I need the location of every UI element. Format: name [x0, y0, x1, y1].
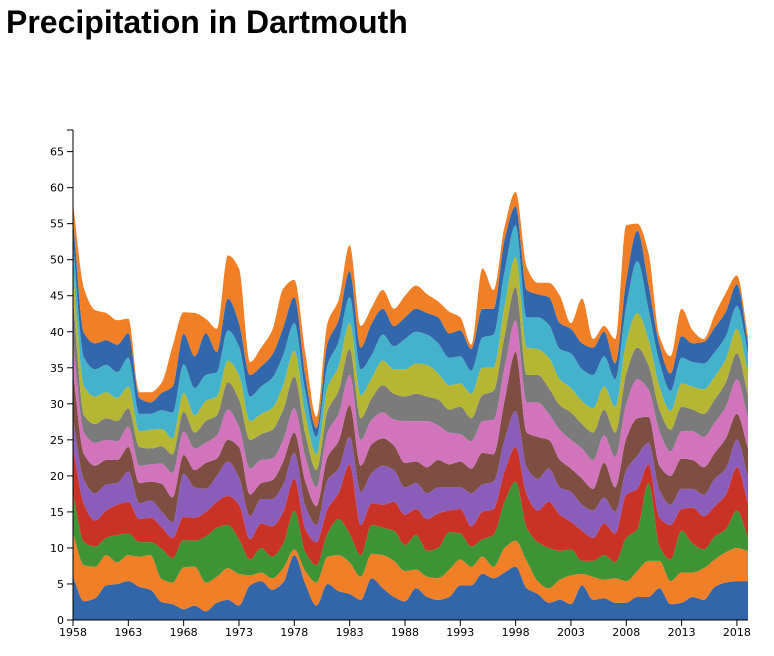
area-layer-12 [73, 191, 748, 429]
x-tick-label: 2008 [612, 626, 640, 639]
chart-title: Precipitation in Dartmouth [6, 4, 408, 40]
y-tick-label: 0 [57, 614, 64, 627]
area-layer-3 [73, 481, 748, 589]
area-layer-11 [73, 206, 748, 437]
y-tick-label: 20 [50, 470, 64, 483]
x-tick-label: 1963 [114, 626, 142, 639]
x-tick-label: 2018 [723, 626, 751, 639]
x-tick-label: 2013 [668, 626, 696, 639]
y-tick-label: 5 [57, 578, 64, 591]
area-layer-2 [73, 533, 748, 612]
y-tick-label: 10 [50, 542, 64, 555]
area-layer-8 [73, 287, 748, 488]
x-tick-label: 2003 [557, 626, 585, 639]
x-tick-label: 1978 [280, 626, 308, 639]
y-tick-label: 55 [50, 218, 64, 231]
x-tick-label: 1988 [391, 626, 419, 639]
area-layer-7 [73, 320, 748, 507]
x-tick-label: 1983 [336, 626, 364, 639]
y-tick-label: 15 [50, 506, 64, 519]
y-tick-label: 25 [50, 434, 64, 447]
x-tick-label: 1998 [502, 626, 530, 639]
area-layer-10 [73, 225, 748, 455]
x-axis: 1958 1963 1968 1973 1978 1983 1988 1993 1998 2003… [59, 619, 751, 639]
area-layer-1 [73, 555, 748, 620]
x-tick-label: 1958 [59, 626, 87, 639]
y-tick-label: 65 [50, 146, 64, 159]
y-tick-label: 60 [50, 182, 64, 195]
area-layer-9 [73, 256, 748, 471]
stacked-area-layers [73, 191, 748, 620]
y-tick-label: 30 [50, 398, 64, 411]
y-tick-label: 35 [50, 362, 64, 375]
y-tick-label: 40 [50, 326, 64, 339]
area-layer-4 [73, 447, 748, 566]
x-tick-label: 1973 [225, 626, 253, 639]
area-layer-5 [73, 411, 748, 543]
y-tick-label: 45 [50, 290, 64, 303]
area-layer-6 [73, 351, 748, 525]
x-tick-label: 1993 [446, 626, 474, 639]
y-axis: 0 5 10 15 20 25 30 35 40 45 50 55 60 65 [50, 129, 74, 627]
y-tick-label: 50 [50, 254, 64, 267]
x-tick-label: 1968 [170, 626, 198, 639]
